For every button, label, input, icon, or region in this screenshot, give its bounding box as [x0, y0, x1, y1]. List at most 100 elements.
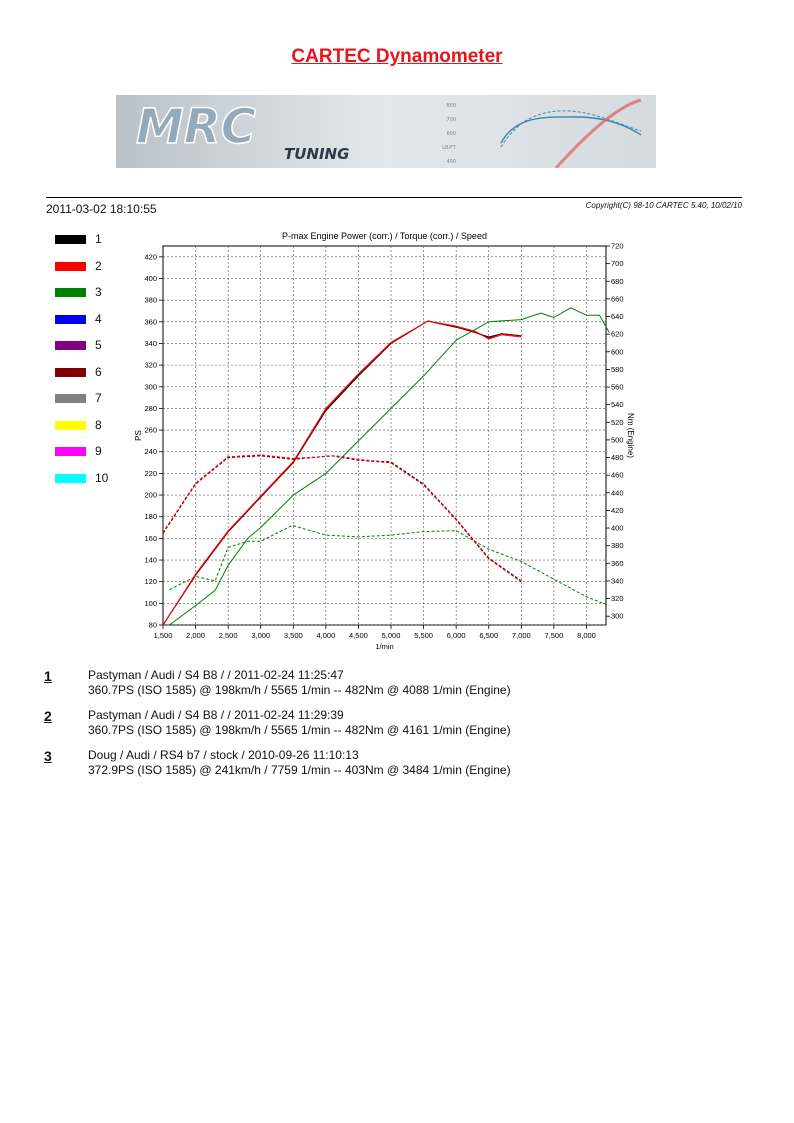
timestamp: 2011-03-02 18:10:55 — [46, 202, 157, 216]
series-3-torque-line — [169, 524, 610, 607]
y2-tick-label: 460 — [611, 471, 624, 480]
y2-tick-label: 640 — [611, 312, 624, 321]
x-tick-label: 6,000 — [447, 631, 466, 640]
dyno-chart: 1,500 2,000 2,500 3,000 3,500 4,000 4,500 5,000… — [134, 231, 635, 651]
legend-swatch — [55, 341, 86, 350]
y-tick-label: 420 — [144, 252, 157, 261]
run-number: 2 — [44, 708, 52, 724]
series-3-power-line — [169, 307, 610, 626]
run-info: Pastyman / Audi / S4 B8 / / 2011-02-24 1… — [88, 708, 344, 722]
y2-tick-label: 380 — [611, 541, 624, 550]
y2-tick-label: 520 — [611, 418, 624, 427]
legend-swatch — [55, 235, 86, 244]
legend-label: 1 — [95, 232, 102, 246]
y-tick-label: 300 — [144, 382, 157, 391]
y-tick-label: 160 — [144, 534, 157, 543]
y-axis-label: PS — [134, 430, 143, 441]
x-axis-label: 1/min — [375, 642, 393, 651]
legend-swatch — [55, 261, 86, 271]
banner-scale-label: 600 — [446, 131, 456, 137]
x-tick-label: 3,000 — [251, 631, 270, 640]
legend-swatch — [55, 314, 86, 324]
y-tick-label: 320 — [144, 361, 157, 370]
legend-label: 7 — [95, 391, 102, 405]
y2-tick-label: 340 — [611, 576, 624, 585]
series-1-torque-line — [162, 455, 522, 582]
y2-tick-label: 500 — [611, 435, 624, 444]
y2-tick-label: 560 — [611, 383, 624, 392]
legend-swatch — [55, 367, 86, 377]
x-tick-label: 6,500 — [479, 631, 498, 640]
x-tick-label: 8,000 — [577, 631, 596, 640]
logo-text: MRC — [136, 99, 256, 155]
legend-label: 6 — [95, 364, 102, 379]
y-tick-label: 240 — [144, 447, 157, 456]
plot-area — [162, 245, 607, 626]
y2-tick-label: 680 — [611, 277, 624, 286]
run-info: Pastyman / Audi / S4 B8 / / 2011-02-24 1… — [88, 668, 344, 682]
y2-tick-label: 540 — [611, 400, 624, 409]
y2-tick-label: 600 — [611, 347, 624, 356]
header-rule — [46, 197, 742, 198]
run-number: 3 — [44, 748, 52, 764]
y-tick-label: 200 — [144, 491, 157, 500]
banner-scale-label: LB/FT — [442, 145, 457, 151]
x-tick-label: 7,000 — [512, 631, 531, 640]
banner-scale-label: 800 — [446, 103, 456, 109]
logo-subtext: TUNING — [284, 145, 349, 163]
x-tick-label: 7,500 — [544, 631, 563, 640]
legend-swatch — [55, 447, 86, 456]
y-tick-label: 100 — [144, 599, 157, 608]
y2-tick-label: 300 — [611, 612, 624, 621]
copyright-text: Copyright(C) 98-10 CARTEC 5.40, 10/02/10 — [585, 201, 742, 210]
y2-tick-label: 580 — [611, 365, 624, 374]
y-tick-label: 220 — [144, 469, 157, 478]
y-tick-label: 260 — [144, 426, 157, 435]
banner-accent-curve — [554, 98, 642, 168]
legend-swatch — [55, 473, 86, 483]
y-tick-label: 120 — [144, 577, 157, 586]
x-tick-label: 4,000 — [316, 631, 335, 640]
x-tick-label: 2,000 — [186, 631, 205, 640]
y2-tick-label: 400 — [611, 524, 624, 533]
x-tick-label: 1,500 — [154, 631, 173, 640]
legend-swatch — [55, 394, 86, 403]
page-title: CARTEC Dynamometer — [291, 46, 503, 67]
run-result: 372.9PS (ISO 1585) @ 241km/h / 7759 1/mi… — [88, 763, 511, 777]
x-tick-label: 3,500 — [284, 631, 303, 640]
x-tick-label: 5,000 — [382, 631, 401, 640]
y2-tick-label: 480 — [611, 453, 624, 462]
legend-swatch — [55, 420, 86, 430]
legend-label: 4 — [95, 311, 102, 326]
y-tick-label: 360 — [144, 317, 157, 326]
y2-tick-label: 620 — [611, 330, 624, 339]
y-tick-label: 180 — [144, 512, 157, 521]
legend-label: 5 — [95, 338, 102, 352]
x-tick-label: 5,500 — [414, 631, 433, 640]
y2-tick-label: 360 — [611, 559, 624, 568]
y-tick-label: 280 — [144, 404, 157, 413]
x-tick-label: 4,500 — [349, 631, 368, 640]
y2-tick-label: 700 — [611, 259, 624, 268]
series-6-power-line — [162, 320, 522, 626]
legend-label: 8 — [95, 417, 102, 432]
y2-tick-label: 420 — [611, 506, 624, 515]
run-result: 360.7PS (ISO 1585) @ 198km/h / 5565 1/mi… — [88, 683, 511, 697]
legend-swatch — [55, 288, 86, 297]
y-tick-label: 380 — [144, 296, 157, 305]
y2-tick-label: 720 — [611, 242, 624, 251]
run-number: 1 — [44, 668, 52, 684]
y2-tick-label: 660 — [611, 294, 624, 303]
series-2-torque-line — [162, 454, 522, 583]
banner-torque-curve — [500, 116, 642, 144]
banner-scale-left: 800 700 600 LB/FT 400 — [442, 103, 457, 165]
grid — [163, 246, 606, 626]
y-tick-label: 80 — [149, 621, 157, 630]
series-group — [162, 307, 610, 626]
y-tick-label: 340 — [144, 339, 157, 348]
series-2-power-line — [162, 320, 522, 626]
run-info: Doug / Audi / RS4 b7 / stock / 2010-09-2… — [88, 748, 359, 762]
y-tick-label: 140 — [144, 556, 157, 565]
y2-tick-label: 320 — [611, 594, 624, 603]
